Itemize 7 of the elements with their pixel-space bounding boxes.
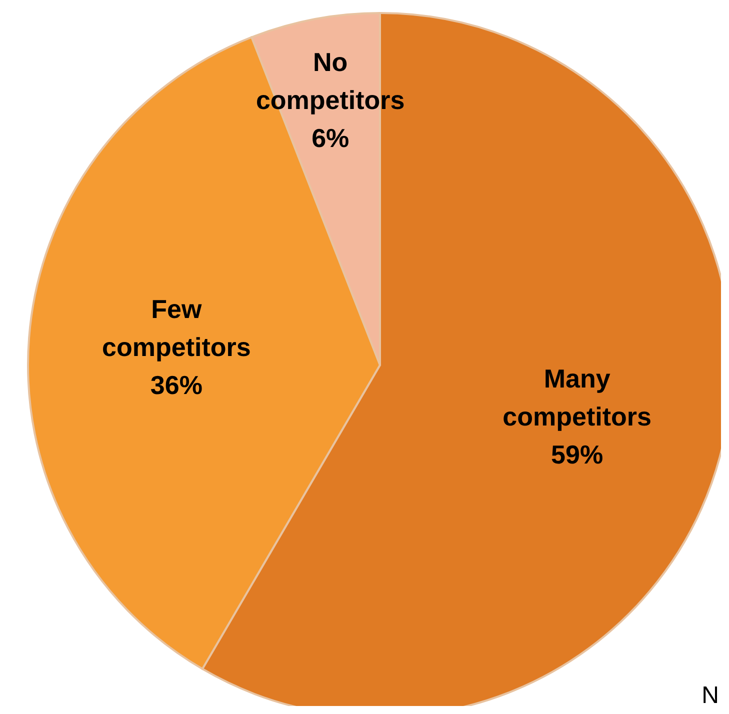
data-label: 36% [150, 370, 202, 400]
slice-label: Many competitors [502, 363, 652, 432]
slice-label: Few competitors [102, 294, 251, 362]
slice-label: No competitors [256, 47, 405, 115]
data-label: 59% [551, 439, 604, 470]
text: N [702, 682, 719, 710]
data-label: 6% [312, 123, 350, 153]
